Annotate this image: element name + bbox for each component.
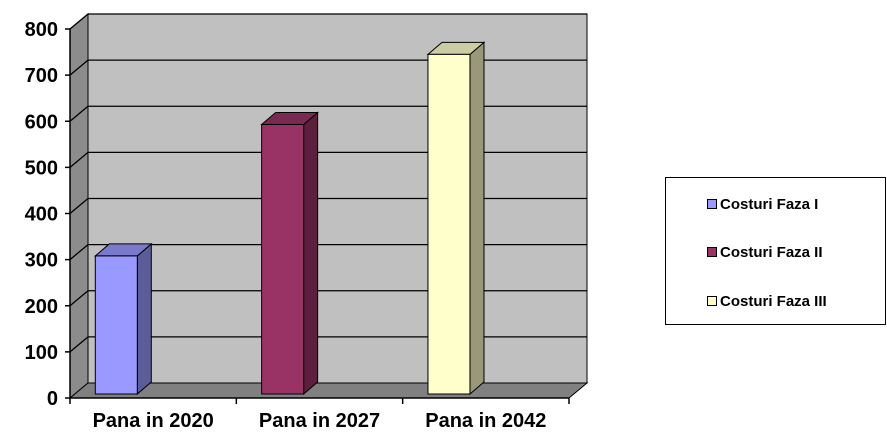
gridline-200 (69, 290, 587, 307)
gridline-100 (69, 336, 587, 353)
bar-front (94, 255, 138, 395)
axes (65, 28, 570, 404)
gridline-600 (69, 105, 587, 122)
x-category-label: Pana in 2027 (259, 410, 380, 432)
x-axis-category-labels: Pana in 2020 Pana in 2027 Pana in 2042 (93, 410, 547, 432)
y-tick-label: 800 (25, 19, 58, 41)
x-category-label: Pana in 2020 (93, 410, 214, 432)
legend-swatch-faza-iii (707, 296, 717, 306)
bar-front (427, 53, 471, 395)
legend-label-faza-i: Costuri Faza I (720, 195, 819, 213)
x-category-label: Pana in 2042 (425, 410, 546, 432)
bar-side (469, 41, 485, 396)
gridline-700 (69, 59, 587, 76)
gridlines (69, 13, 587, 353)
legend-item-faza-iii: Costuri Faza III (707, 291, 827, 311)
y-tick-label: 300 (25, 250, 58, 272)
legend-item-faza-ii: Costuri Faza II (707, 242, 823, 262)
y-axis-tick-labels: 0 100 200 300 400 500 600 700 800 (25, 19, 58, 410)
legend-label-faza-iii: Costuri Faza III (720, 292, 827, 310)
gridline-300 (69, 243, 587, 261)
gridline-800 (69, 13, 587, 30)
legend-swatch-faza-i (707, 199, 717, 209)
bar-front (261, 123, 305, 395)
y-tick-label: 700 (25, 65, 58, 87)
legend: Costuri Faza I Costuri Faza II Costuri F… (665, 177, 886, 325)
y-tick-label: 400 (25, 204, 58, 226)
y-tick-label: 600 (25, 111, 58, 133)
y-tick-label: 0 (47, 388, 58, 410)
gridline-400 (69, 197, 587, 214)
y-tick-label: 500 (25, 157, 58, 179)
gridline-500 (69, 151, 587, 168)
legend-swatch-faza-ii (707, 247, 717, 257)
y-tick-label: 200 (25, 296, 58, 318)
bars (93, 41, 486, 396)
bar-2 (260, 111, 319, 396)
legend-item-faza-i: Costuri Faza I (707, 194, 818, 214)
bar-side (303, 111, 319, 396)
bar-side (136, 242, 152, 396)
bar-3 (426, 41, 486, 396)
bar-1 (93, 242, 153, 396)
legend-label-faza-ii: Costuri Faza II (720, 243, 823, 261)
y-tick-label: 100 (25, 342, 58, 364)
